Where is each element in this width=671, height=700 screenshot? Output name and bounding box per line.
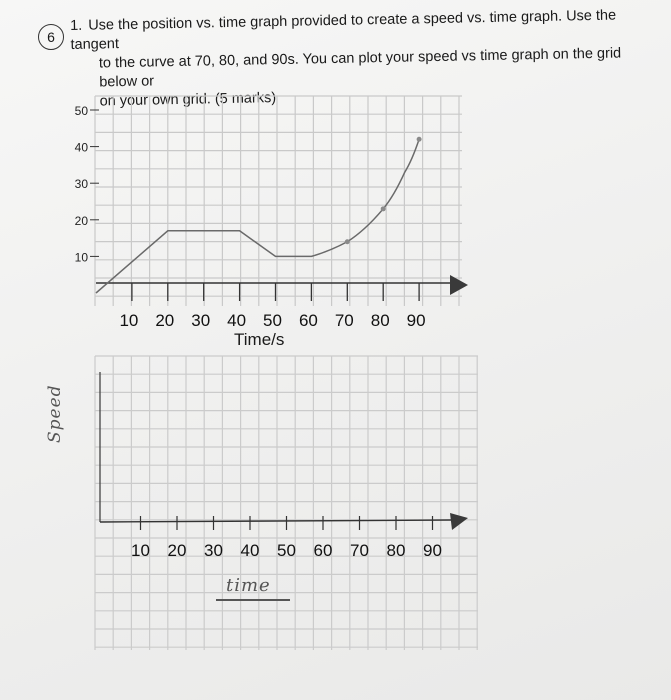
- position-curve: [95, 139, 420, 294]
- x-tick-label: 10: [119, 311, 138, 330]
- tangent-point: [380, 206, 386, 212]
- speed-x-tick-label: 20: [168, 541, 187, 560]
- speed-x-tick-label: 90: [423, 541, 442, 560]
- speed-handwritten-label: Speed: [45, 384, 65, 443]
- x-tick-label: 30: [191, 311, 210, 330]
- time-handwritten-label: time: [226, 575, 271, 596]
- speed-x-tick-label: 30: [204, 541, 223, 560]
- x-axis-arrow: [450, 275, 468, 295]
- tangent-point: [416, 136, 422, 142]
- position-graph-x-title: Time/s: [234, 330, 285, 349]
- y-tick-label: 40: [75, 141, 89, 155]
- x-tick-label: 20: [155, 311, 174, 330]
- y-tick-label: 10: [75, 250, 89, 264]
- x-tick-label: 70: [335, 311, 354, 330]
- y-tick-label: 50: [75, 104, 89, 118]
- x-tick-label: 90: [407, 311, 426, 330]
- speed-x-arrow: [450, 513, 468, 530]
- x-tick-label: 40: [227, 311, 246, 330]
- speed-x-tick-label: 60: [314, 541, 333, 560]
- time-underline: [216, 599, 290, 601]
- margin-mark: 6: [38, 24, 64, 50]
- tangent-point: [344, 239, 350, 245]
- speed-x-tick-label: 70: [350, 541, 369, 560]
- speed-x-tick-label: 50: [277, 541, 296, 560]
- speed-x-tick-label: 40: [241, 541, 260, 560]
- x-tick-label: 50: [263, 311, 282, 330]
- x-tick-label: 60: [299, 311, 318, 330]
- speed-x-tick-label: 10: [131, 541, 150, 560]
- y-tick-label: 30: [75, 177, 89, 191]
- speed-x-tick-label: 80: [387, 541, 406, 560]
- x-tick-label: 80: [371, 311, 390, 330]
- speed-x-axis: [99, 519, 453, 523]
- y-tick-label: 20: [75, 214, 89, 228]
